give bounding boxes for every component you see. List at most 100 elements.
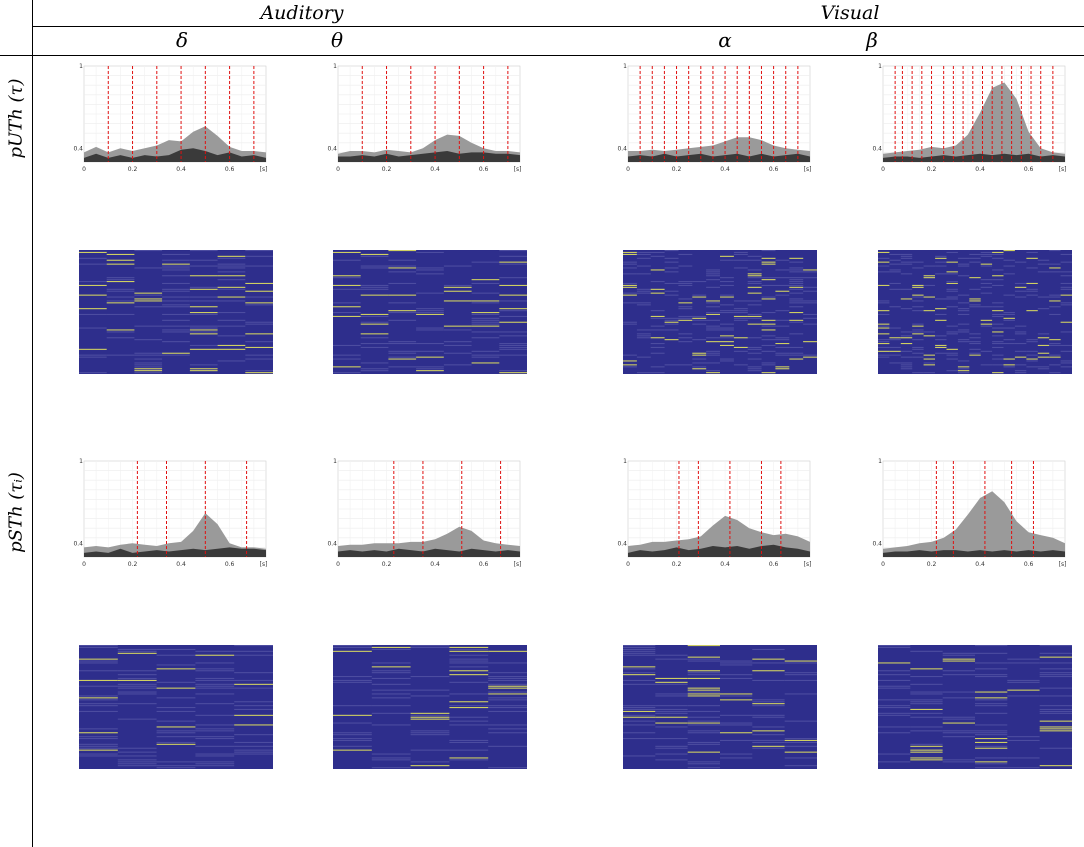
- raster-stripe: [79, 749, 118, 751]
- raster-stripe: [134, 354, 163, 356]
- raster-stripe: [488, 687, 527, 689]
- raster-stripe: [333, 275, 361, 277]
- group-label-visual: Visual: [820, 2, 880, 24]
- raster-stripe: [803, 271, 817, 273]
- raster-stripe: [910, 701, 943, 703]
- raster-stripe: [189, 368, 218, 370]
- raster-stripe: [692, 339, 707, 341]
- raster-stripe: [878, 685, 911, 687]
- raster-stripe: [449, 724, 489, 726]
- raster-stripe: [449, 741, 489, 743]
- raster-stripe: [371, 753, 411, 755]
- header-top-rule: [32, 26, 1084, 27]
- x-tick-label: [s]: [1059, 166, 1067, 173]
- raster-stripe: [655, 693, 688, 695]
- raster-stripe: [692, 315, 707, 317]
- raster-stripe: [789, 286, 804, 288]
- raster-stripe: [195, 728, 235, 730]
- raster-stripe: [488, 691, 527, 693]
- raster-stripe: [650, 315, 665, 317]
- raster-stripe: [162, 341, 190, 343]
- raster-svg: [79, 250, 273, 374]
- raster-stripe: [1049, 344, 1061, 346]
- raster-stripe: [910, 716, 943, 718]
- outer-area-series: [883, 82, 1065, 162]
- raster-stripe: [889, 354, 901, 356]
- raster-stripe: [889, 327, 901, 329]
- raster-stripe: [687, 722, 720, 724]
- raster-stripe: [443, 265, 472, 267]
- raster-stripe: [878, 251, 890, 253]
- raster-stripe: [992, 313, 1004, 315]
- raster-stripe: [761, 350, 776, 352]
- y-tick-label: 1: [623, 458, 627, 465]
- raster-stripe: [623, 648, 656, 650]
- raster-stripe: [488, 672, 527, 674]
- raster-stripe: [1003, 317, 1015, 319]
- raster-stripe: [789, 352, 804, 354]
- area-chart-row1-alpha: 0.4 1 0 0.2 0.4 0.6 [s]: [617, 60, 814, 185]
- raster-stripe: [1039, 652, 1072, 654]
- raster-stripe: [499, 255, 527, 257]
- raster-stripe: [775, 319, 790, 321]
- raster-stripe: [189, 259, 218, 261]
- raster-stripe: [106, 296, 135, 298]
- raster-stripe: [733, 337, 748, 339]
- raster-stripe: [655, 759, 688, 761]
- raster-stripe: [650, 372, 665, 374]
- raster-stripe: [761, 323, 776, 325]
- raster-stripe: [1014, 286, 1027, 288]
- raster-stripe: [106, 313, 135, 315]
- raster-stripe: [687, 677, 720, 679]
- raster-stripe: [900, 288, 913, 290]
- raster-stripe: [975, 703, 1008, 705]
- raster-stripe: [416, 356, 444, 358]
- raster-stripe: [217, 348, 246, 350]
- raster-stripe: [878, 705, 911, 707]
- raster-stripe: [1014, 290, 1027, 292]
- raster-stripe: [789, 279, 804, 281]
- raster-stripe: [789, 302, 804, 304]
- raster-stripe: [1049, 300, 1061, 302]
- raster-stripe: [234, 645, 273, 647]
- raster-stripe: [416, 350, 444, 352]
- raster-stripe: [134, 366, 163, 368]
- raster-stripe: [1049, 354, 1061, 356]
- y-tick-label: 0.4: [617, 540, 627, 547]
- raster-stripe: [360, 333, 389, 335]
- raster-stripe: [733, 300, 748, 302]
- raster-stripe: [471, 282, 500, 284]
- raster-stripe: [471, 313, 500, 315]
- raster-stripe: [664, 261, 679, 263]
- raster-stripe: [935, 265, 947, 267]
- raster-stripe: [747, 317, 762, 319]
- raster-stripe: [775, 269, 790, 271]
- raster-stripe: [1060, 261, 1072, 263]
- raster-stripe: [189, 286, 218, 288]
- y-tick-label: 0.4: [872, 540, 882, 547]
- raster-stripe: [942, 736, 975, 738]
- raster-stripe: [623, 645, 656, 647]
- raster-stripe: [1037, 368, 1050, 370]
- raster-stripe: [388, 312, 417, 314]
- raster-stripe: [747, 281, 762, 283]
- raster-row2-theta: [333, 645, 527, 769]
- raster-stripe: [752, 648, 785, 650]
- raster-stripe: [333, 739, 372, 741]
- raster-stripe: [488, 697, 527, 699]
- raster-stripe: [636, 356, 651, 358]
- raster-stripe: [980, 282, 993, 284]
- raster-stripe: [623, 666, 656, 668]
- raster-stripe: [156, 710, 196, 712]
- raster-stripe: [784, 738, 817, 740]
- raster-stripe: [889, 259, 901, 261]
- raster-stripe: [784, 720, 817, 722]
- raster-stripe: [957, 294, 970, 296]
- raster-stripe: [784, 693, 817, 695]
- raster-stripe: [687, 743, 720, 745]
- raster-stripe: [692, 323, 707, 325]
- raster-stripe: [720, 358, 734, 360]
- raster-stripe: [687, 670, 720, 672]
- raster-stripe: [1039, 695, 1072, 697]
- raster-stripe: [912, 261, 924, 263]
